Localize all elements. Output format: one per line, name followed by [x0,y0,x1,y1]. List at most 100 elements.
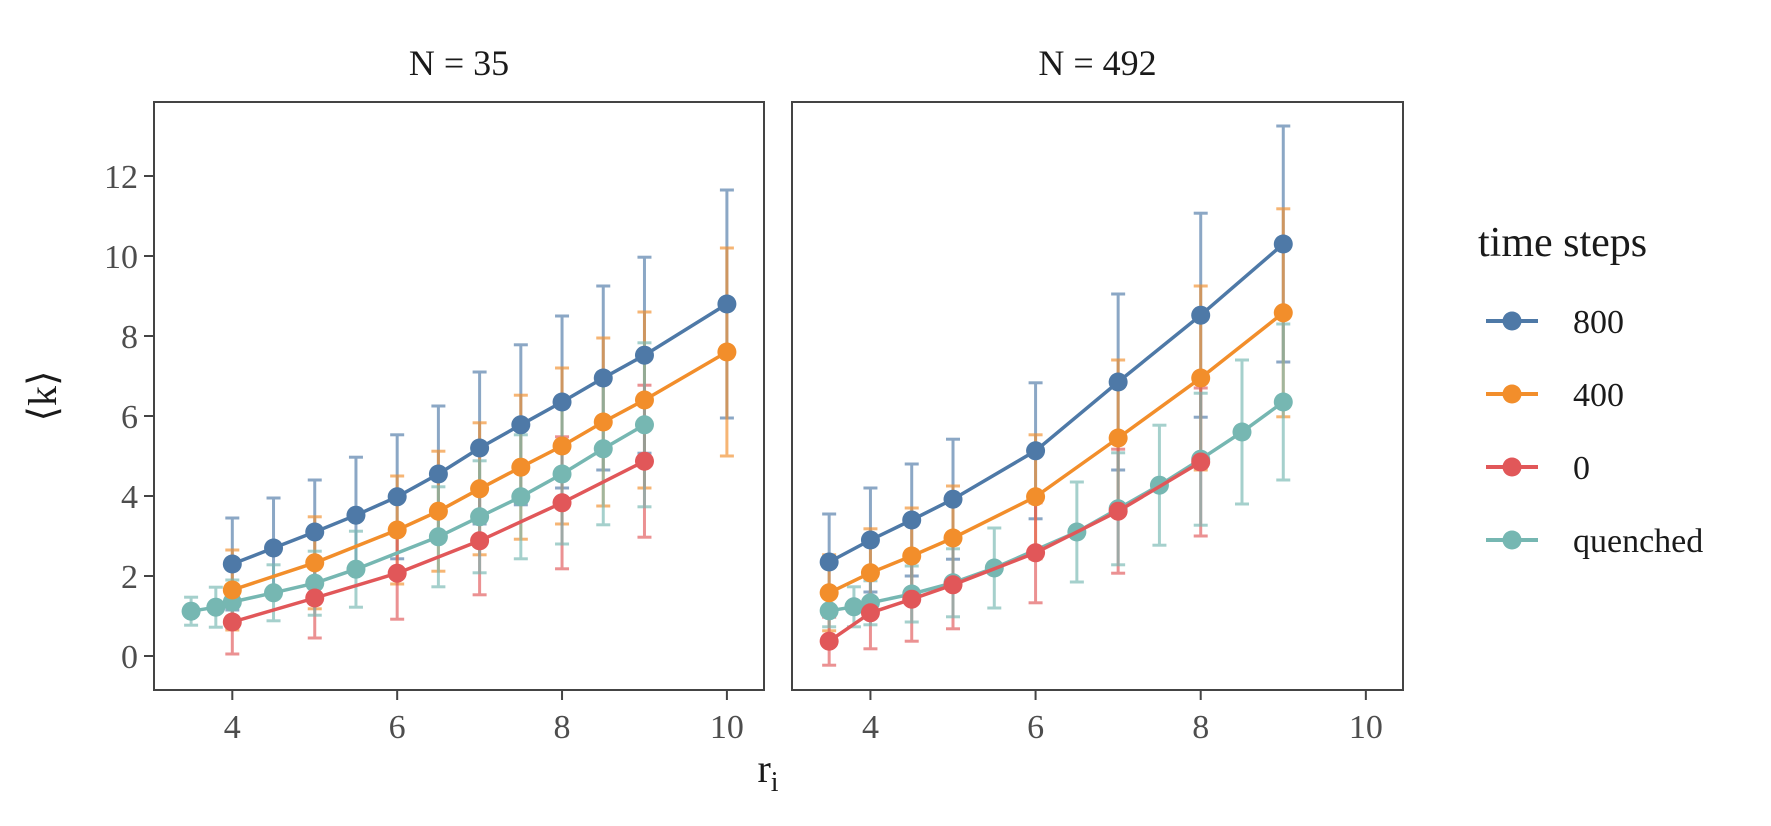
data-point-quenched [264,583,284,603]
data-point-0 [860,603,880,623]
series-line-800 [828,242,1285,564]
errorbars-400 [822,207,1291,633]
data-point-800 [634,345,654,365]
y-tick-label: 2 [121,559,138,596]
y-tick-label: 10 [104,239,138,276]
data-point-400 [717,342,737,362]
series-line-0 [828,460,1202,643]
legend-marker [1502,311,1522,331]
data-point-800 [346,505,366,525]
data-point-800 [305,522,325,542]
x-tick-label: 8 [554,709,571,746]
data-point-800 [511,415,531,435]
data-point-800 [552,392,572,412]
data-point-800 [902,510,922,530]
data-point-0 [470,531,490,551]
data-point-400 [634,390,654,410]
data-point-800 [387,487,407,507]
x-tick-label: 10 [1349,709,1383,746]
data-point-800 [1108,372,1128,392]
legend-title: time steps [1478,220,1647,266]
x-tick-label: 10 [710,709,744,746]
data-point-400 [1026,487,1046,507]
data-point-0 [222,612,242,632]
data-point-quenched [470,507,490,527]
data-point-0 [1026,543,1046,563]
data-point-400 [1273,303,1293,323]
legend-label: 800 [1573,304,1624,341]
data-point-800 [819,552,839,572]
y-axis-title: ⟨k⟩ [20,370,65,421]
y-tick-label: 8 [121,319,138,356]
legend: time steps 800 400 0 quenched [1478,220,1703,560]
data-point-800 [470,438,490,458]
data-point-quenched [593,439,613,459]
y-tick-label: 0 [121,639,138,676]
data-point-quenched [346,559,366,579]
y-tick-label: 4 [121,479,138,516]
panel-border [791,101,1404,691]
legend-marker [1502,457,1522,477]
y-tick-label: 12 [104,159,138,196]
x-tick-label: 8 [1192,709,1209,746]
data-point-400 [819,583,839,603]
legend-marker [1502,530,1522,550]
data-point-0 [634,451,654,471]
data-point-quenched [305,573,325,593]
data-point-400 [222,580,242,600]
data-point-quenched [634,415,654,435]
data-point-quenched [206,597,226,617]
data-point-800 [222,554,242,574]
panels-layer: N = 35 4 6 8 10 0 2 4 6 8 10 12 N = 492 4 6 8 10 [104,43,1404,746]
data-point-400 [511,457,531,477]
data-point-800 [943,489,963,509]
series-line-quenched [190,423,646,613]
panel-title: N = 492 [1038,43,1156,83]
legend-marker [1502,384,1522,404]
series-line-0 [231,459,646,624]
data-point-800 [593,368,613,388]
data-point-400 [943,528,963,548]
x-tick-label: 4 [224,709,241,746]
panel-border [153,101,765,691]
legend-label: 400 [1573,377,1624,414]
data-point-800 [717,294,737,314]
data-point-quenched [552,464,572,484]
series-line-400 [828,311,1285,595]
x-axis-title: ri [757,746,778,798]
panel-2: N = 492 4 6 8 10 [791,43,1404,746]
data-point-0 [1191,452,1211,472]
data-point-400 [387,520,407,540]
legend-item: 0 [1486,450,1590,487]
data-point-0 [305,588,325,608]
data-point-400 [470,479,490,499]
legend-item: quenched [1486,523,1703,560]
errorbars-quenched [822,322,1291,629]
data-point-0 [387,563,407,583]
data-point-quenched [1232,422,1252,442]
x-tick-label: 6 [389,709,406,746]
data-point-0 [819,631,839,651]
data-point-400 [593,412,613,432]
legend-label: quenched [1573,523,1703,560]
data-point-quenched [428,527,448,547]
data-point-800 [428,464,448,484]
errorbars-800 [822,124,1291,612]
data-point-400 [305,553,325,573]
legend-label: 0 [1573,450,1590,487]
data-point-quenched [819,601,839,621]
data-point-quenched [1273,392,1293,412]
data-point-0 [552,493,572,513]
data-point-400 [552,436,572,456]
panel-1: N = 35 4 6 8 10 0 2 4 6 8 10 12 [104,43,765,746]
legend-item: 800 [1486,304,1624,341]
data-point-800 [860,530,880,550]
data-point-800 [1026,441,1046,461]
data-point-0 [943,575,963,595]
data-point-400 [1191,368,1211,388]
data-point-400 [1108,428,1128,448]
y-tick-label: 6 [121,399,138,436]
data-point-quenched [511,487,531,507]
legend-item: 400 [1486,377,1624,414]
